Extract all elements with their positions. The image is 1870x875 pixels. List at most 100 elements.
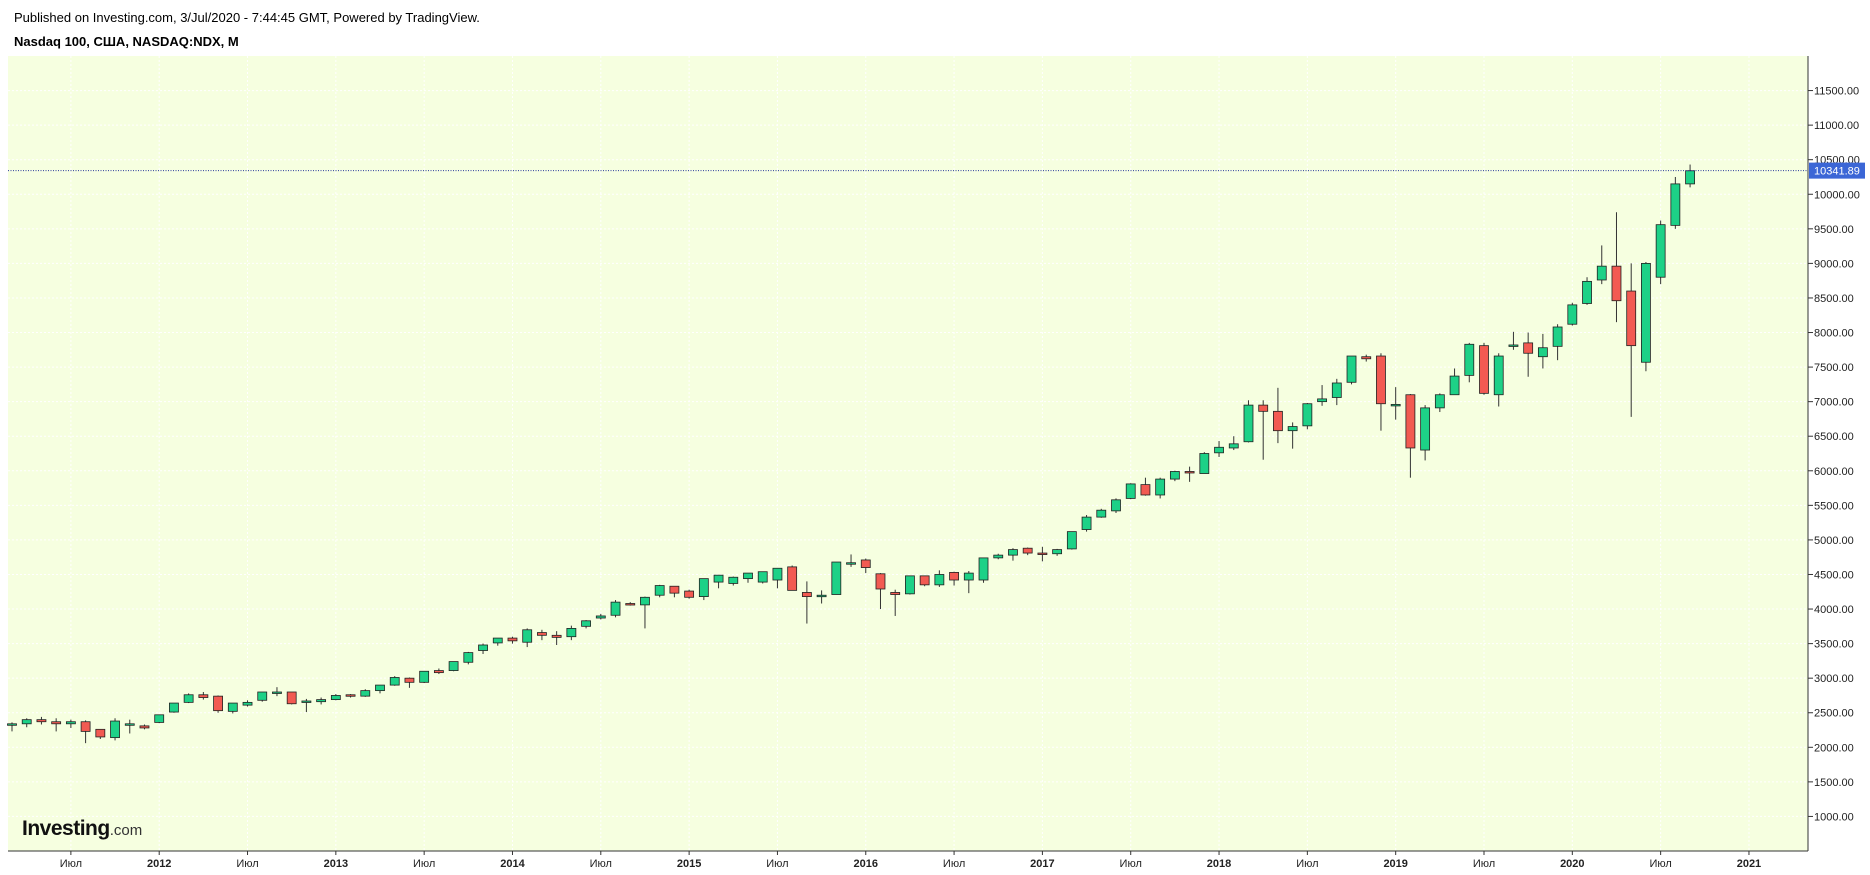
candle-up xyxy=(1685,170,1695,185)
candle-up xyxy=(124,723,135,726)
candle-up xyxy=(1111,499,1121,512)
time-tick-label: Июл xyxy=(1473,858,1495,870)
publish-info: Published on Investing.com, 3/Jul/2020 -… xyxy=(14,10,480,25)
last-price-label: 10341.89 xyxy=(1814,166,1860,178)
candle-up xyxy=(375,684,385,692)
candle-up xyxy=(1302,403,1313,427)
candle-up xyxy=(728,576,739,584)
price-tick-label: 3500.00 xyxy=(1814,639,1854,651)
time-tick-label: 2015 xyxy=(677,858,701,870)
time-tick-label: Июл xyxy=(60,858,82,870)
candle-down xyxy=(801,592,812,597)
candle-down xyxy=(537,632,547,636)
candle-down xyxy=(1184,471,1195,474)
chart-header: Published on Investing.com, 3/Jul/2020 -… xyxy=(14,10,480,50)
price-tick-label: 2000.00 xyxy=(1814,742,1854,754)
candle-up xyxy=(478,644,488,651)
candle-down xyxy=(1273,410,1283,432)
symbol-title: Nasdaq 100, США, NASDAQ:NDX, M xyxy=(14,34,239,49)
candle-up xyxy=(227,702,238,712)
candle-up xyxy=(1081,516,1092,530)
candle-up xyxy=(1287,426,1298,432)
candle-up xyxy=(463,652,474,663)
candle-up xyxy=(522,629,533,643)
time-tick-label: 2012 xyxy=(147,858,171,870)
candle-up xyxy=(934,574,945,586)
time-tick-label: Июл xyxy=(1296,858,1318,870)
candle-up xyxy=(1169,471,1180,480)
candle-up xyxy=(183,694,194,703)
price-tick-label: 8000.00 xyxy=(1814,328,1854,340)
candle-down xyxy=(1479,345,1489,394)
candle-up xyxy=(1052,549,1063,555)
candle-up xyxy=(1464,343,1475,376)
time-tick-label: Июл xyxy=(1649,858,1671,870)
candle-up xyxy=(1641,262,1651,363)
candle-down xyxy=(80,721,91,732)
candle-down xyxy=(1376,355,1386,405)
time-tick-label: 2020 xyxy=(1560,858,1584,870)
candle-up xyxy=(905,575,915,595)
candle-up xyxy=(154,714,165,723)
candle-down xyxy=(890,592,901,595)
price-tick-label: 8500.00 xyxy=(1814,293,1854,305)
price-tick-label: 6500.00 xyxy=(1814,431,1854,443)
candle-down xyxy=(286,691,297,705)
time-tick-label: Июл xyxy=(943,858,965,870)
time-tick-label: 2021 xyxy=(1737,858,1761,870)
candle-up xyxy=(1567,304,1578,325)
price-tick-label: 9000.00 xyxy=(1814,258,1854,270)
candle-up xyxy=(1317,398,1327,403)
price-tick-label: 2500.00 xyxy=(1814,708,1854,720)
candle-up xyxy=(419,670,430,683)
price-tick-label: 11500.00 xyxy=(1814,86,1859,98)
price-tick-label: 10000.00 xyxy=(1814,189,1860,201)
candle-up xyxy=(301,700,312,703)
candle-up xyxy=(978,557,989,581)
candle-up xyxy=(1449,375,1460,396)
price-tick-label: 9500.00 xyxy=(1814,224,1854,236)
candle-up xyxy=(1537,347,1548,358)
candle-up xyxy=(1655,224,1666,278)
candle-down xyxy=(860,559,871,568)
candle-up xyxy=(492,637,503,644)
candle-up xyxy=(743,572,753,580)
candle-up xyxy=(713,574,724,583)
time-tick-label: Июл xyxy=(590,858,612,870)
candle-up xyxy=(846,562,856,565)
candle-down xyxy=(1022,547,1033,554)
price-tick-label: 7000.00 xyxy=(1814,397,1854,409)
candle-up xyxy=(1199,453,1210,474)
candle-down xyxy=(198,694,209,698)
time-tick-label: Июл xyxy=(1120,858,1142,870)
candle-up xyxy=(1096,509,1107,518)
candle-down xyxy=(51,721,62,725)
candle-up xyxy=(1670,183,1681,226)
candle-up xyxy=(757,571,768,583)
candle-up xyxy=(1331,382,1342,398)
logo-suffix: .com xyxy=(109,822,143,839)
candle-down xyxy=(345,694,356,697)
candle-down xyxy=(787,566,798,591)
candle-down xyxy=(684,590,695,598)
candle-up xyxy=(65,721,76,725)
candle-up xyxy=(1390,404,1401,407)
candle-up xyxy=(360,690,371,697)
price-tick-label: 3000.00 xyxy=(1814,673,1854,685)
candle-up xyxy=(1214,446,1224,454)
candle-down xyxy=(95,728,106,738)
candle-up xyxy=(110,720,120,739)
price-tick-label: 1000.00 xyxy=(1814,811,1854,823)
candle-down xyxy=(919,575,930,586)
time-tick-label: 2018 xyxy=(1207,858,1231,870)
candle-down xyxy=(1258,404,1269,412)
candle-up xyxy=(1125,483,1136,499)
price-tick-label: 1500.00 xyxy=(1814,777,1854,789)
candle-down xyxy=(213,695,223,712)
candle-up xyxy=(654,585,665,596)
price-tick-label: 5500.00 xyxy=(1814,500,1854,512)
candle-up xyxy=(242,701,253,706)
candle-up xyxy=(1434,394,1445,409)
candle-up xyxy=(389,677,400,686)
